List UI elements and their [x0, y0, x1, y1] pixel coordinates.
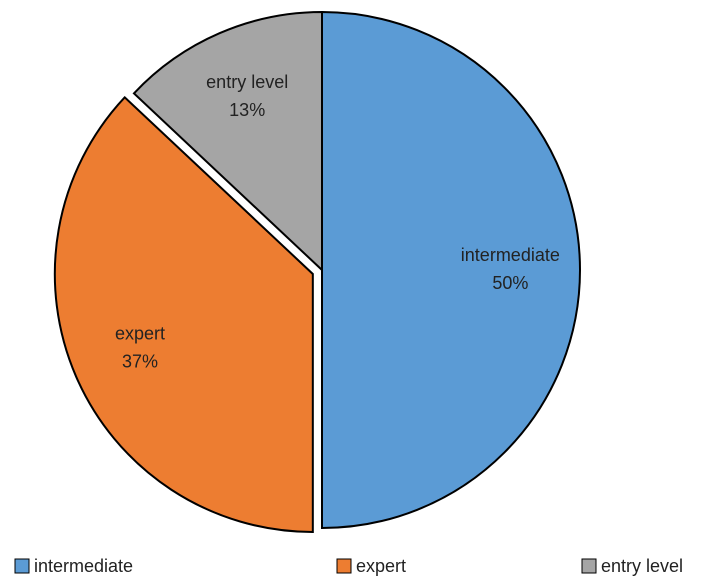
slice-label: entry level: [206, 72, 288, 92]
legend-label: intermediate: [34, 556, 133, 576]
slice-value-label: 37%: [122, 352, 158, 372]
slice-value-label: 13%: [229, 100, 265, 120]
legend-swatch: [336, 558, 352, 574]
pie-slice: [321, 10, 581, 530]
pie-slice: [53, 95, 314, 533]
pie-slice: [132, 10, 323, 273]
legend-swatch: [14, 558, 30, 574]
slice-label: expert: [115, 324, 165, 344]
slice-label: intermediate: [461, 245, 560, 265]
slice-value-label: 50%: [492, 273, 528, 293]
legend-swatch: [581, 558, 597, 574]
legend-label: expert: [356, 556, 406, 576]
legend-label: entry level: [601, 556, 683, 576]
